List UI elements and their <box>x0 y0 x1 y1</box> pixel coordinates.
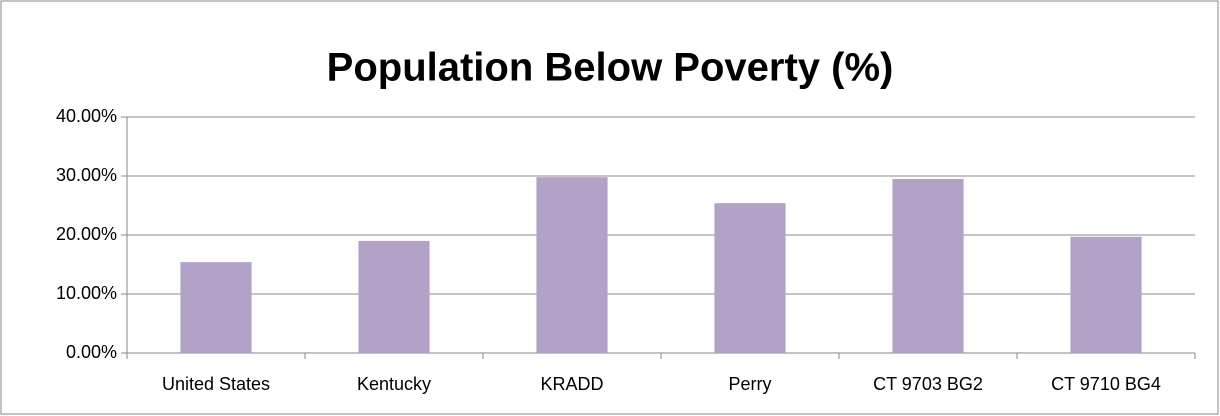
y-tick-label: 40.00% <box>56 106 117 126</box>
bar <box>1070 236 1142 353</box>
y-tick-label: 10.00% <box>56 283 117 303</box>
x-tick-label: CT 9710 BG4 <box>1051 374 1161 394</box>
y-tick-label: 0.00% <box>66 342 117 362</box>
y-tick-label: 30.00% <box>56 165 117 185</box>
x-tick-label: CT 9703 BG2 <box>873 374 983 394</box>
y-tick-label: 20.00% <box>56 224 117 244</box>
bar <box>714 203 786 353</box>
x-tick-label: United States <box>162 374 270 394</box>
chart-title: Population Below Poverty (%) <box>327 46 894 90</box>
bar <box>358 240 430 353</box>
x-tick-label: Kentucky <box>357 374 431 394</box>
bar <box>180 262 252 353</box>
bar <box>892 178 964 353</box>
x-tick-label: Perry <box>728 374 771 394</box>
bar <box>536 177 608 353</box>
x-tick-label: KRADD <box>540 374 603 394</box>
